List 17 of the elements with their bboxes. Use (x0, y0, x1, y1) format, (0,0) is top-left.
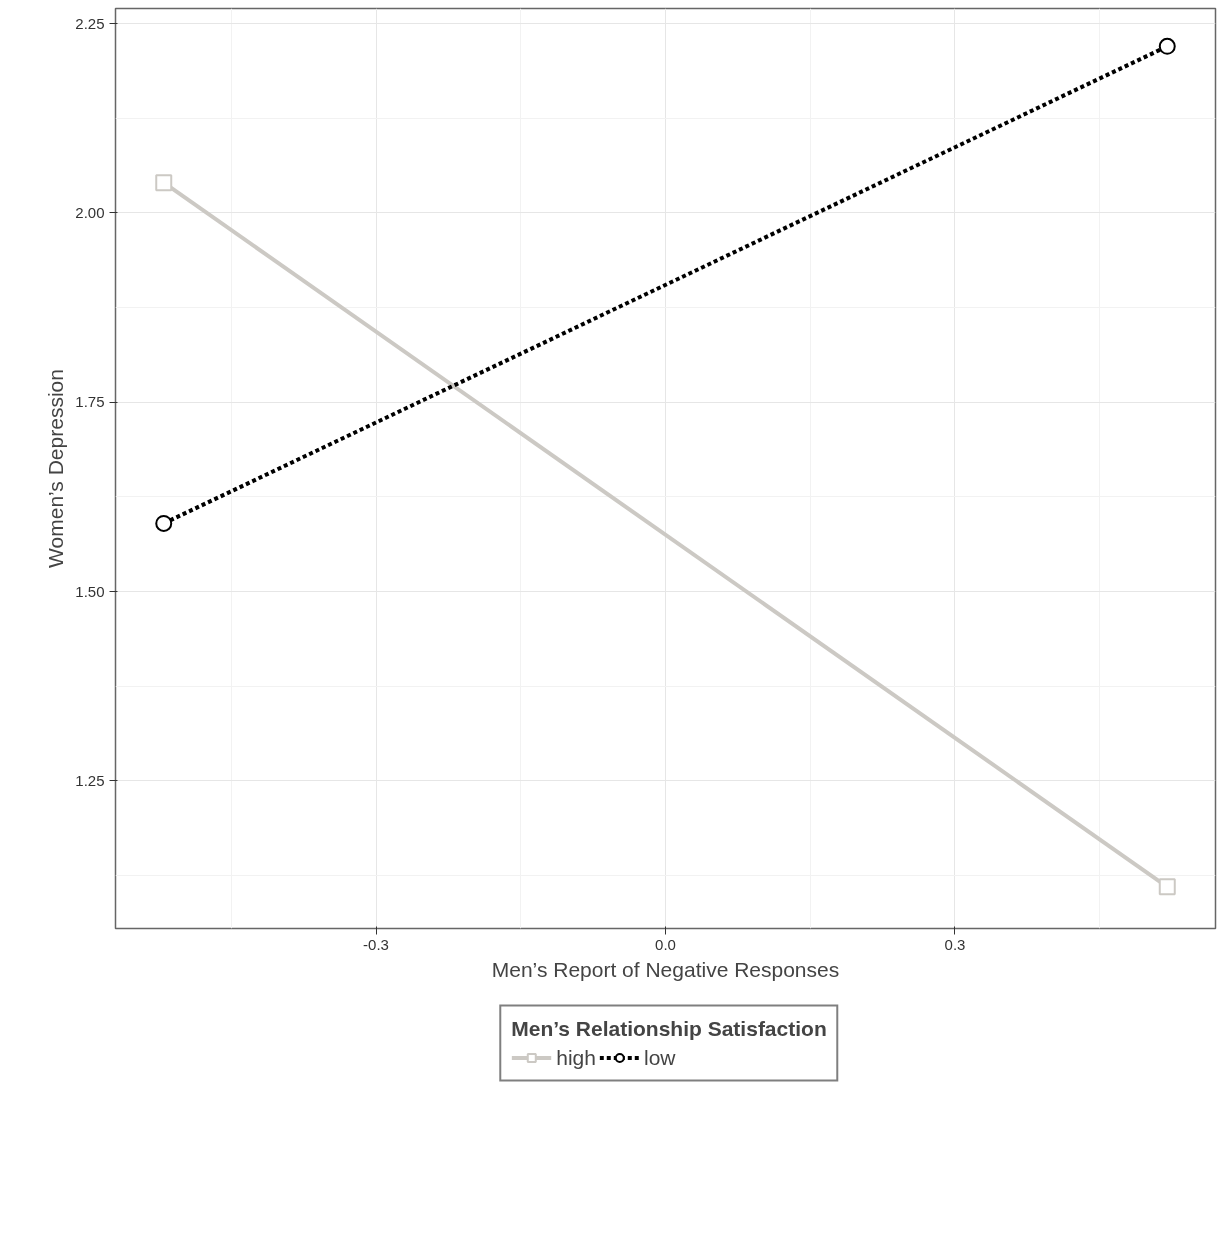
point (155, 514, 173, 532)
y-tick-label: 1.25 (75, 771, 105, 789)
y-tick-label: 1.75 (75, 393, 105, 411)
y-tick-label: 2.25 (75, 14, 105, 32)
x-tick-label: -0.3 (363, 935, 389, 953)
x-tick-label: 0.3 (944, 935, 966, 953)
legend-title: Men’s Relationship Satisfaction (511, 1016, 827, 1041)
x-axis-title: Men’s Report of Negative Responses (491, 957, 840, 981)
legend-label: low (643, 1045, 676, 1070)
point (1158, 37, 1176, 55)
legend-label: high (556, 1045, 596, 1070)
point (1158, 878, 1176, 896)
y-axis-title: Women’s Depression (44, 369, 68, 568)
x-tick-label: 0.0 (655, 935, 676, 953)
y-tick-label: 2.00 (75, 203, 105, 221)
point (155, 174, 173, 192)
y-tick-label: 1.50 (75, 582, 105, 600)
